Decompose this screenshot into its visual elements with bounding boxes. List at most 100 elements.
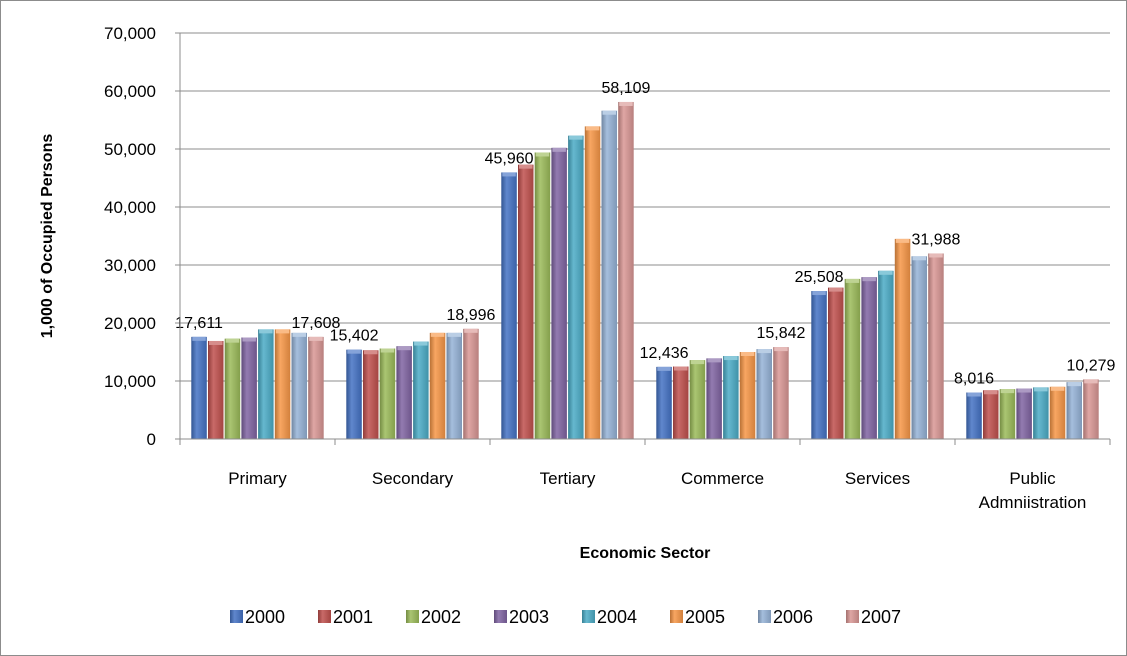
bar-2005-5 <box>1049 386 1066 439</box>
bar-cap <box>292 332 306 337</box>
bar <box>928 253 944 439</box>
bar <box>363 350 379 439</box>
bar-2000-0 <box>191 336 207 439</box>
bar <box>224 338 241 439</box>
data-label: 25,508 <box>795 269 844 286</box>
bar-cap <box>347 349 361 354</box>
data-label: 58,109 <box>601 80 650 97</box>
bar-2005-1 <box>429 332 446 439</box>
bar-cap <box>192 336 206 341</box>
legend-swatch <box>494 610 507 623</box>
y-axis-tick-labels: 0 10,000 20,000 30,000 40,000 50,000 60,000 70,… <box>104 24 156 449</box>
bar-2003-0 <box>241 337 257 439</box>
bar <box>518 164 534 439</box>
x-tick-label: Primary <box>228 469 287 488</box>
bar-2004-2 <box>568 135 584 439</box>
bar <box>258 329 274 439</box>
legend-item-2006: 2006 <box>758 607 813 627</box>
bar-2002-2 <box>534 152 551 440</box>
data-label: 15,402 <box>330 328 379 345</box>
bar-2007-2 <box>618 101 634 439</box>
bar-2002-3 <box>689 360 706 439</box>
x-axis-title: Economic Sector <box>580 545 711 562</box>
bar-cap <box>912 256 926 261</box>
data-label: 17,611 <box>175 315 223 332</box>
bar-cap <box>242 337 256 342</box>
bar-cap <box>1084 379 1098 384</box>
bar-2006-4 <box>911 256 927 439</box>
y-tick-label: 50,000 <box>104 140 156 159</box>
bar-2004-4 <box>878 270 894 439</box>
bar-2004-3 <box>723 356 739 439</box>
bar <box>1016 388 1032 439</box>
bar-2003-1 <box>396 346 412 439</box>
bar <box>966 392 982 439</box>
bar-2001-3 <box>673 366 689 439</box>
bar-cap <box>397 346 411 351</box>
bar <box>534 152 551 440</box>
bar-cap <box>225 338 240 343</box>
bar-cap <box>967 392 981 397</box>
bar <box>811 291 827 439</box>
bar-cap <box>812 291 826 296</box>
y-tick-label: 40,000 <box>104 198 156 217</box>
legend-item-2001: 2001 <box>318 607 373 627</box>
bar-cap <box>829 287 843 292</box>
bar <box>413 341 429 439</box>
bars <box>191 101 1099 440</box>
data-label: 45,960 <box>485 150 534 167</box>
bar-cap <box>845 278 860 283</box>
bar-2006-3 <box>756 349 772 439</box>
bar-2001-1 <box>363 350 379 439</box>
legend-item-2003: 2003 <box>494 607 549 627</box>
bar <box>911 256 927 439</box>
bar <box>446 332 462 439</box>
bar-cap <box>619 101 633 106</box>
bar-cap <box>430 332 445 337</box>
bar <box>551 147 567 439</box>
legend-swatch <box>318 610 331 623</box>
y-tick-label: 10,000 <box>104 372 156 391</box>
bar <box>983 390 999 439</box>
bar <box>308 336 324 439</box>
bar-2002-5 <box>999 389 1016 439</box>
bar <box>208 340 224 439</box>
bar-2003-4 <box>861 277 877 439</box>
bar-cap <box>602 110 616 115</box>
bar-2001-2 <box>518 164 534 439</box>
legend-label: 2001 <box>333 607 373 627</box>
bar-cap <box>1017 388 1031 393</box>
bar-cap <box>1067 382 1081 387</box>
bar-2001-4 <box>828 287 844 439</box>
y-axis-title: 1,000 of Occupied Persons <box>39 134 56 339</box>
bar <box>656 366 672 439</box>
bar-2000-5 <box>966 392 982 439</box>
x-axis-tick-labels: Primary Secondary Tertiary Commerce Services… <box>228 469 1086 512</box>
legend-swatch <box>670 610 683 623</box>
bar <box>191 336 207 439</box>
bar <box>894 238 911 439</box>
y-tick-label: 70,000 <box>104 24 156 43</box>
legend-label: 2002 <box>421 607 461 627</box>
y-tick-label: 0 <box>147 430 156 449</box>
bar-cap <box>724 356 738 361</box>
bar <box>706 358 722 439</box>
bar-cap <box>275 329 290 334</box>
bar <box>429 332 446 439</box>
legend-item-2000: 2000 <box>230 607 285 627</box>
bar-2003-3 <box>706 358 722 439</box>
legend-swatch <box>582 610 595 623</box>
legend-item-2007: 2007 <box>846 607 901 627</box>
bar <box>739 352 756 439</box>
legend-swatch <box>758 610 771 623</box>
legend-swatch <box>846 610 859 623</box>
bar-2004-1 <box>413 341 429 439</box>
bar-2004-0 <box>258 329 274 439</box>
bar-2006-5 <box>1066 382 1082 439</box>
bar-2000-4 <box>811 291 827 439</box>
bar-cap <box>1034 387 1048 392</box>
legend-swatch <box>230 610 243 623</box>
bar-cap <box>862 277 876 282</box>
data-label: 12,436 <box>640 345 689 362</box>
bar-2006-0 <box>291 332 307 439</box>
